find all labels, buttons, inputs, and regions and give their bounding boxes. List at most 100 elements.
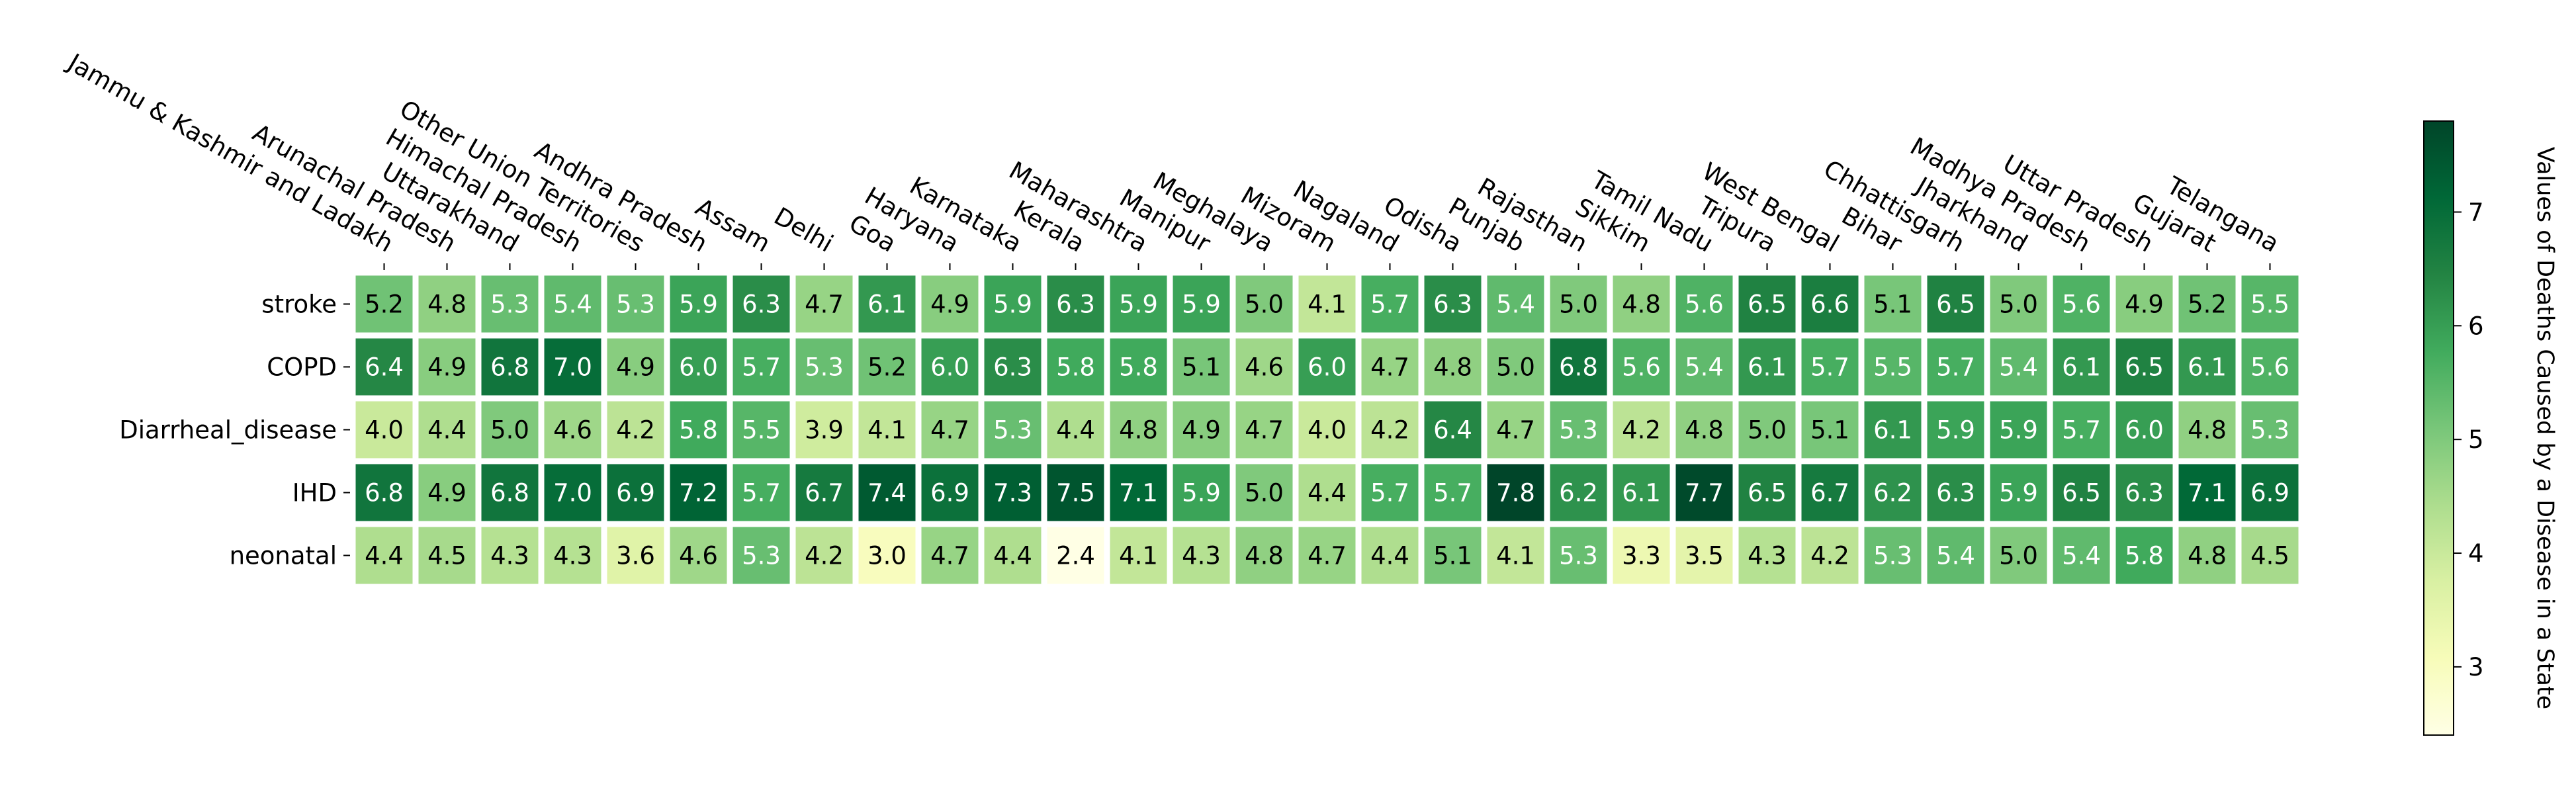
heatmap-cell-label: 4.8 (1433, 353, 1472, 382)
heatmap-cell-label: 4.1 (1119, 542, 1158, 570)
y-tick-label: Diarrheal_disease (119, 416, 337, 445)
heatmap-cell-label: 5.9 (1182, 290, 1221, 319)
heatmap-cell-label: 5.4 (1685, 353, 1724, 382)
heatmap-cell-label: 5.3 (805, 353, 844, 382)
heatmap-cell-label: 7.4 (867, 479, 907, 507)
heatmap-cell-label: 5.3 (1873, 542, 1912, 570)
heatmap-cell-label: 4.7 (1370, 353, 1409, 382)
heatmap-cell-label: 6.2 (1559, 479, 1598, 507)
heatmap-cell-label: 4.8 (1685, 416, 1724, 445)
heatmap-cell-label: 4.6 (553, 416, 592, 445)
heatmap-cell-label: 7.0 (553, 479, 592, 507)
heatmap-cell-label: 5.8 (2125, 542, 2164, 570)
colorbar-tick-label: 5 (2468, 425, 2484, 454)
heatmap-cell-label: 6.8 (490, 353, 529, 382)
colorbar-ticks: 3 4 5 6 7 (2454, 198, 2484, 681)
heatmap-cell-label: 4.8 (2188, 542, 2227, 570)
heatmap-cell-label: 5.4 (553, 290, 592, 319)
heatmap-cell-label: 5.4 (1999, 353, 2038, 382)
heatmap-cell-label: 5.0 (490, 416, 529, 445)
heatmap-cell-label: 5.7 (1810, 353, 1849, 382)
heatmap-cell-label: 3.6 (616, 542, 655, 570)
heatmap-cell-label: 6.1 (1873, 416, 1912, 445)
heatmap-cell-label: 5.7 (1936, 353, 1975, 382)
heatmap-cell-label: 4.4 (1056, 416, 1095, 445)
heatmap-cell-label: 5.3 (993, 416, 1032, 445)
heatmap-cell-label: 4.7 (930, 542, 969, 570)
heatmap-cell-label: 4.2 (1810, 542, 1849, 570)
heatmap-cell-label: 5.1 (1433, 542, 1472, 570)
heatmap-cell-label: 6.3 (1936, 479, 1975, 507)
heatmap-cell-label: 4.2 (1370, 416, 1409, 445)
heatmap-cell-label: 7.3 (993, 479, 1032, 507)
heatmap-cell-label: 5.0 (1245, 479, 1284, 507)
heatmap-cell-label: 4.9 (930, 290, 969, 319)
heatmap-cell-label: 6.1 (2188, 353, 2227, 382)
heatmap-cell (727, 395, 796, 464)
heatmap-cell-label: 6.0 (2125, 416, 2164, 445)
heatmap-cell-label: 6.0 (1308, 353, 1347, 382)
heatmap-cell-label: 5.7 (742, 479, 781, 507)
heatmap-cell-label: 7.5 (1056, 479, 1095, 507)
heatmap-cell-label: 5.3 (2250, 416, 2289, 445)
heatmap-cell-label: 6.9 (930, 479, 969, 507)
heatmap-cell-label: 3.0 (867, 542, 907, 570)
heatmap-cell (2235, 269, 2305, 339)
heatmap-cell-label: 5.2 (867, 353, 907, 382)
y-tick-label: stroke (261, 290, 337, 319)
heatmap-cell-label: 5.0 (1559, 290, 1598, 319)
heatmap-cell-label: 6.1 (1622, 479, 1661, 507)
heatmap-cell-label: 6.2 (1873, 479, 1912, 507)
heatmap-cell (664, 395, 733, 464)
heatmap-cell-label: 4.3 (490, 542, 529, 570)
heatmap-cell-label: 5.9 (1182, 479, 1221, 507)
heatmap-cell-label: 5.5 (742, 416, 781, 445)
heatmap-cell (1669, 458, 1739, 527)
heatmap-cell-label: 4.8 (2188, 416, 2227, 445)
colorbar: 3 4 5 6 7 Values of Deaths Caused by a Disea… (2423, 120, 2558, 736)
heatmap-cell (475, 458, 545, 527)
heatmap-cell-label: 6.5 (1936, 290, 1975, 319)
heatmap-cell-label: 4.0 (365, 416, 404, 445)
heatmap-cell-label: 7.1 (1119, 479, 1158, 507)
heatmap-cell (601, 521, 670, 590)
heatmap-cell-label: 6.3 (993, 353, 1032, 382)
heatmap-cell (538, 395, 607, 464)
heatmap-cell (1732, 332, 1802, 402)
heatmap-cell-label: 6.5 (2062, 479, 2101, 507)
y-axis: stroke COPD Diarrheal_disease IHD neonatal (119, 290, 350, 570)
heatmap-cell-label: 5.3 (616, 290, 655, 319)
heatmap-cell-label: 6.1 (2062, 353, 2101, 382)
heatmap-cell-label: 5.3 (1559, 416, 1598, 445)
heatmap-cell-label: 5.9 (993, 290, 1032, 319)
heatmap-cell-label: 4.8 (1119, 416, 1158, 445)
heatmap-cell-label: 6.7 (805, 479, 844, 507)
heatmap-cell-label: 7.0 (553, 353, 592, 382)
heatmap-cell-labels: 5.2 4.8 5.3 5.4 5.3 5.9 6.3 4.7 6.1 4.9 5.9 6.3 5.9 5… (365, 290, 2289, 570)
heatmap-cell-label: 5.6 (2062, 290, 2101, 319)
heatmap-cell-label: 5.9 (1999, 479, 2038, 507)
heatmap-cell-label: 5.7 (1433, 479, 1472, 507)
heatmap-cell-label: 4.4 (365, 542, 404, 570)
heatmap-cell-label: 6.8 (365, 479, 404, 507)
heatmap-cell-label: 4.5 (2250, 542, 2289, 570)
heatmap-cell-label: 6.0 (679, 353, 718, 382)
colorbar-tick-label: 4 (2468, 539, 2484, 568)
heatmap-cell-label: 4.7 (1496, 416, 1535, 445)
heatmap-cell (2047, 521, 2116, 590)
heatmap-cell-label: 4.5 (427, 542, 466, 570)
heatmap-cell-label: 5.8 (1056, 353, 1095, 382)
heatmap-cell-label: 5.5 (2250, 290, 2289, 319)
heatmap-cell-label: 4.0 (1308, 416, 1347, 445)
heatmap-cell-label: 4.7 (1308, 542, 1347, 570)
heatmap-cell-label: 4.1 (1496, 542, 1535, 570)
heatmap-cell-label: 4.4 (1370, 542, 1409, 570)
heatmap-cell (1481, 521, 1550, 590)
heatmap-cell-label: 4.2 (1622, 416, 1661, 445)
heatmap-cell-label: 6.5 (2125, 353, 2164, 382)
heatmap-cell-label: 5.0 (1245, 290, 1284, 319)
heatmap-cell (538, 521, 607, 590)
heatmap-cell-label: 4.8 (1622, 290, 1661, 319)
heatmap-cell-label: 5.2 (2188, 290, 2227, 319)
